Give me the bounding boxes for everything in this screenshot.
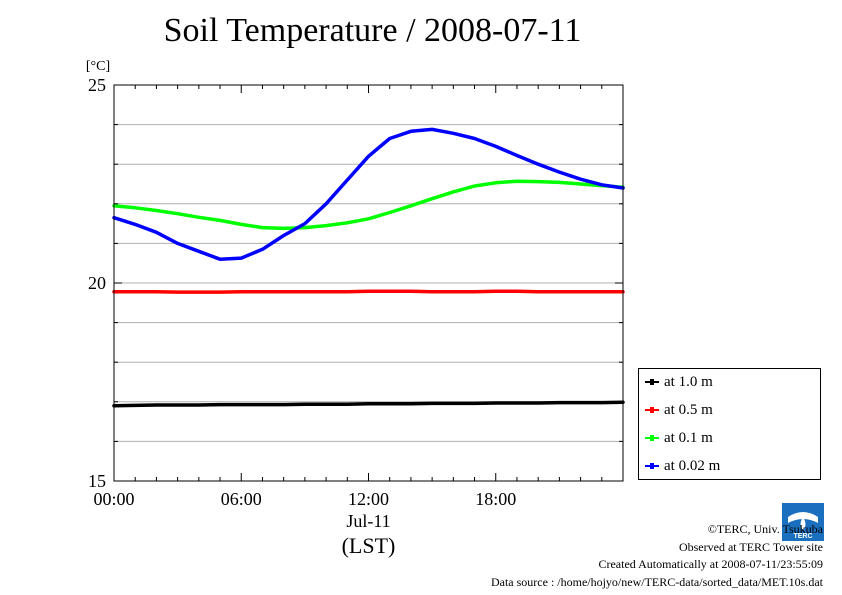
- legend-item: at 0.02 m: [645, 455, 720, 477]
- legend-label: at 1.0 m: [664, 373, 713, 390]
- y-tick-label: 20: [88, 273, 106, 293]
- legend-swatch: [645, 379, 659, 385]
- chart-title: Soil Temperature / 2008-07-11: [163, 12, 582, 49]
- y-axis-label: [°C]: [86, 59, 110, 74]
- legend-label: at 0.1 m: [664, 429, 713, 446]
- credit-copyright: ©TERC, Univ. Tsukuba: [707, 522, 823, 536]
- axis-ticks: [113, 84, 624, 482]
- series-line: [112, 289, 625, 294]
- x-date-label: Jul-11: [346, 511, 390, 531]
- x-tick-label: 00:00: [93, 489, 134, 509]
- credit-created: Created Automatically at 2008-07-11/23:5…: [598, 557, 823, 571]
- legend-swatch: [645, 463, 659, 469]
- y-tick-label: 15: [88, 471, 106, 491]
- legend-item: at 0.5 m: [645, 399, 713, 421]
- series-line: [112, 179, 625, 231]
- legend-label: at 0.5 m: [664, 401, 713, 418]
- x-axis-label: (LST): [342, 533, 396, 558]
- credit-site: Observed at TERC Tower site: [678, 539, 823, 554]
- logo-text: TERC: [793, 533, 812, 540]
- y-tick-label: 25: [88, 75, 106, 95]
- x-tick-label: 12:00: [348, 489, 389, 509]
- terc-logo: TERC: [782, 503, 824, 541]
- series-line: [112, 400, 625, 408]
- legend-swatch: [645, 407, 659, 413]
- x-tick-label: 18:00: [475, 489, 516, 509]
- credits-block: ©TERC, Univ. Tsukuba Observed at TERC To…: [491, 521, 823, 591]
- credit-source: Data source : /home/hojyo/new/TERC-data/…: [490, 574, 823, 589]
- series-lines: [112, 127, 625, 408]
- legend-item: at 1.0 m: [645, 371, 713, 393]
- x-tick-label: 06:00: [221, 489, 262, 509]
- axis-labels: 15 20 25 00:00 06:00 12:00 18:00 Jul-11(LST) [°C…: [86, 59, 516, 558]
- series-line: [112, 127, 625, 261]
- legend-item: at 0.1 m: [645, 427, 713, 449]
- legend-label: at 0.02 m: [664, 457, 721, 474]
- legend: at 1.0 m at 0.5 m at 0.1 m at 0.02 m: [638, 368, 821, 480]
- grid-lines: [114, 124, 623, 442]
- legend-swatch: [645, 435, 659, 441]
